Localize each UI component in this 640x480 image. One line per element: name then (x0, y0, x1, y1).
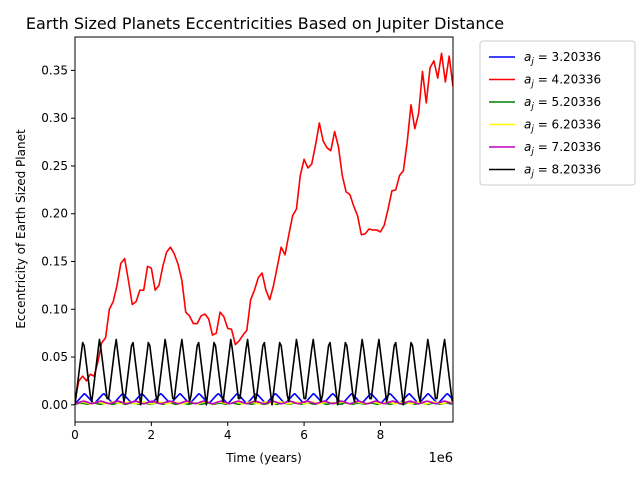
plot-area (74, 36, 454, 423)
chart-title: Earth Sized Planets Eccentricities Based… (26, 14, 504, 33)
y-tick-label: 0.20 (41, 207, 68, 221)
series-line-1 (75, 392, 453, 405)
legend-frame (479, 40, 636, 186)
x-axis-offset-label: 1e6 (428, 451, 453, 466)
y-tick-label: 0.10 (41, 302, 68, 316)
legend-label-1: aj = 3.20336 (524, 50, 601, 67)
x-axis: 0 2 4 6 8 (71, 422, 384, 442)
series-line-6 (75, 338, 453, 406)
legend-label-5: aj = 7.20336 (524, 140, 601, 157)
x-tick-label: 6 (300, 428, 308, 442)
y-tick-label: 0.35 (41, 63, 68, 77)
x-axis-label: Time (years) (225, 451, 302, 465)
y-axis-label: Eccentricity of Earth Sized Planet (14, 129, 28, 329)
legend: aj = 3.20336 aj = 4.20336 aj = 5.20336 aj =… (479, 40, 636, 186)
legend-label-4: aj = 6.20336 (524, 118, 601, 135)
plot-frame (74, 36, 454, 423)
y-axis: 0.00 0.05 0.10 0.15 0.20 0.25 0.30 0.35 (41, 63, 75, 412)
y-tick-label: 0.05 (41, 350, 68, 364)
x-tick-label: 8 (377, 428, 385, 442)
y-tick-label: 0.25 (41, 159, 68, 173)
series-line-5 (75, 400, 453, 405)
y-tick-label: 0.30 (41, 111, 68, 125)
series-line-2 (75, 52, 453, 401)
x-tick-label: 0 (71, 428, 79, 442)
x-tick-label: 2 (148, 428, 156, 442)
legend-label-3: aj = 5.20336 (524, 95, 601, 112)
y-tick-label: 0.00 (41, 398, 68, 412)
legend-label-6: aj = 8.20336 (524, 163, 601, 180)
y-tick-label: 0.15 (41, 255, 68, 269)
x-tick-label: 4 (224, 428, 232, 442)
legend-label-2: aj = 4.20336 (524, 73, 601, 90)
